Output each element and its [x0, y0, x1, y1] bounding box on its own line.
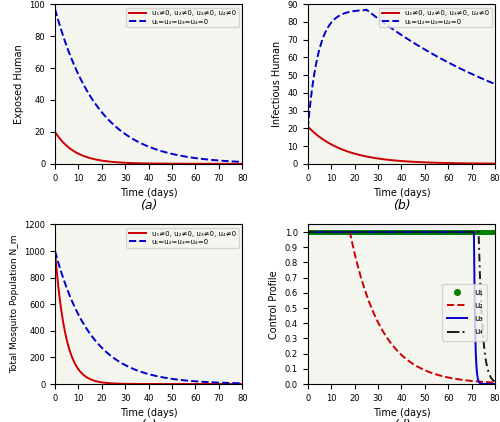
Legend: u₁≠0, u₂≠0, u₃≠0, u₄≠0, u₁=u₂=u₃=u₄=0: u₁≠0, u₂≠0, u₃≠0, u₄≠0, u₁=u₂=u₃=u₄=0: [379, 8, 492, 27]
Y-axis label: Total Mosquito Population N_m: Total Mosquito Population N_m: [10, 235, 18, 373]
Text: (b): (b): [392, 199, 410, 212]
X-axis label: Time (days): Time (days): [120, 188, 178, 198]
X-axis label: Time (days): Time (days): [372, 188, 430, 198]
Legend: u₁≠0, u₂≠0, u₃≠0, u₄≠0, u₁=u₂=u₃=u₄=0: u₁≠0, u₂≠0, u₃≠0, u₄≠0, u₁=u₂=u₃=u₄=0: [126, 228, 239, 248]
Text: (c): (c): [140, 419, 157, 422]
Y-axis label: Control Profile: Control Profile: [269, 270, 279, 338]
Text: (d): (d): [392, 419, 410, 422]
Text: (a): (a): [140, 199, 158, 212]
Legend: u₁≠0, u₂≠0, u₃≠0, u₄≠0, u₁=u₂=u₃=u₄=0: u₁≠0, u₂≠0, u₃≠0, u₄≠0, u₁=u₂=u₃=u₄=0: [126, 8, 239, 27]
Y-axis label: Infectious Human: Infectious Human: [272, 41, 282, 127]
X-axis label: Time (days): Time (days): [120, 408, 178, 418]
Y-axis label: Exposed Human: Exposed Human: [14, 44, 24, 124]
Legend: u₁, u₂, u₃, u₄: u₁, u₂, u₃, u₄: [442, 284, 487, 341]
X-axis label: Time (days): Time (days): [372, 408, 430, 418]
